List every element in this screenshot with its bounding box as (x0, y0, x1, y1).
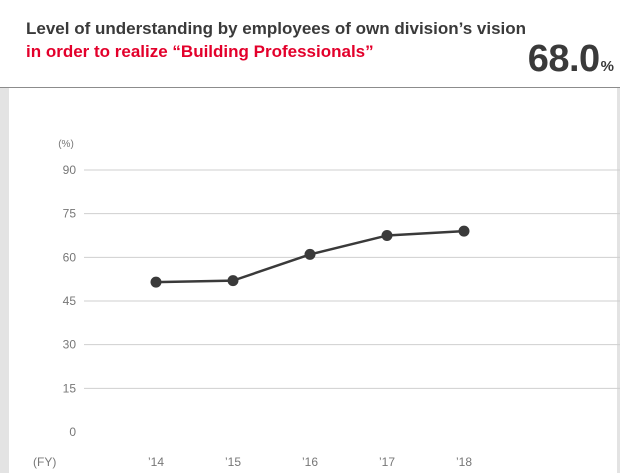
chart-title-line1: Level of understanding by employees of o… (26, 19, 527, 38)
x-tick-label: ’18 (456, 455, 472, 469)
right-side-bar (617, 88, 620, 473)
y-tick-label: 15 (63, 381, 77, 395)
data-point (150, 276, 162, 288)
y-tick-label: 60 (63, 250, 77, 264)
data-point (304, 248, 316, 260)
headline-value: 68.0% (528, 38, 614, 81)
chart-header: Level of understanding by employees of o… (0, 0, 620, 88)
x-tick-label: ’17 (379, 455, 395, 469)
y-axis-unit-label: (%) (58, 139, 74, 150)
data-point (458, 225, 470, 237)
y-tick-label: 30 (63, 338, 77, 352)
x-tick-label: ’14 (148, 455, 164, 469)
x-tick-label: ’16 (302, 455, 318, 469)
series-layer (150, 225, 470, 288)
y-tick-label: 75 (63, 207, 77, 221)
x-tick-labels: ’14 ’15 ’16 ’17 ’18 (148, 455, 472, 469)
y-tick-label: 0 (69, 425, 76, 439)
y-tick-label: 90 (63, 163, 77, 177)
data-point (227, 275, 239, 287)
headline-number: 68.0 (527, 38, 600, 80)
x-tick-label: ’15 (225, 455, 241, 469)
x-axis-unit-label: (FY) (33, 455, 56, 469)
data-point (381, 230, 393, 241)
y-tick-label: 45 (63, 294, 77, 308)
headline-unit: % (600, 58, 614, 75)
y-tick-labels: 0 15 30 45 60 75 90 (63, 163, 77, 439)
left-side-bar (0, 88, 9, 473)
grid-lines (84, 169, 620, 389)
chart-title-line2: in order to realize “Building Profession… (26, 42, 374, 61)
